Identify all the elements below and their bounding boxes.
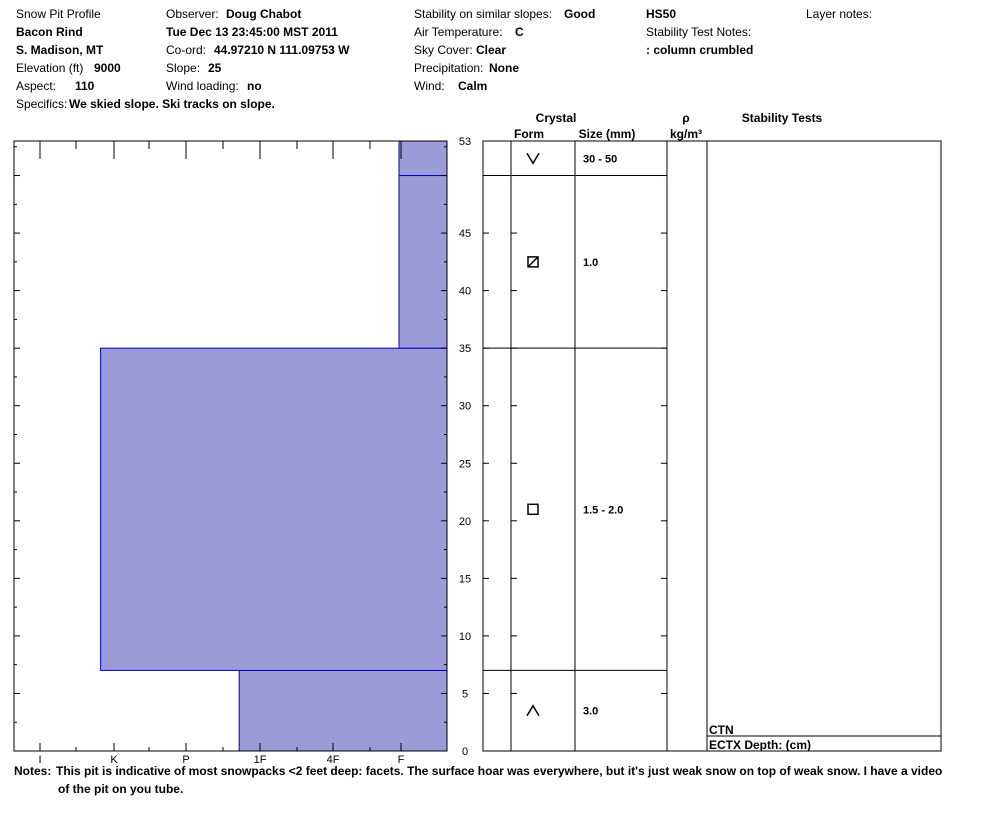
hardness-label-4: 4F [327, 754, 340, 766]
crystal-form-icon-3 [526, 152, 540, 165]
aspect-value: 110 [75, 79, 95, 93]
depth-label-3: 15 [459, 573, 471, 585]
depth-label-1: 5 [462, 688, 468, 700]
sky-cover-value: Clear [476, 43, 507, 57]
stability-notes-label: Stability Test Notes: [646, 25, 752, 39]
crystal-form-icon-2 [527, 256, 539, 268]
hardness-axis: I K P 1F 4F F [38, 141, 405, 766]
observer-label: Observer: [166, 7, 219, 21]
coord-value: 44.97210 N 111.09753 W [214, 43, 350, 57]
crystal-size-2: 1.0 [583, 257, 598, 269]
layer-notes-label: Layer notes: [806, 7, 873, 21]
location: S. Madison, MT [16, 43, 104, 57]
hardness-plot-frame [13, 140, 448, 752]
slope-label: Slope: [166, 61, 201, 75]
hardness-label-2: P [182, 754, 189, 766]
notes-line-2: of the pit on you tube. [58, 782, 184, 796]
notes-line-1: This pit is indicative of most snowpacks… [56, 764, 943, 778]
hs-value: HS50 [646, 7, 677, 21]
hardness-label-5: F [398, 754, 405, 766]
stability-tests-header: Stability Tests [742, 111, 823, 125]
air-temp-value: C [515, 25, 524, 39]
form-header: Form [514, 127, 544, 141]
elevation-value: 9000 [94, 61, 121, 75]
slope-value: 25 [208, 61, 222, 75]
stability-test-ctn: CTN [709, 723, 734, 737]
depth-label-6: 30 [459, 401, 471, 413]
depth-label-8: 40 [459, 286, 471, 298]
specifics-label: Specifics: [16, 97, 68, 111]
hardness-label-0: I [38, 754, 41, 766]
crystal-form-icon-0 [526, 704, 540, 717]
stability-similar-value: Good [564, 7, 596, 21]
crystal-size-0: 3.0 [583, 706, 598, 718]
depth-label-2: 10 [459, 631, 471, 643]
coord-label: Co-ord: [166, 43, 207, 57]
pit-datetime: Tue Dec 13 23:45:00 MST 2011 [166, 25, 338, 39]
precip-value: None [489, 61, 519, 75]
specifics-value: We skied slope. Ski tracks on slope. [69, 97, 275, 111]
crystal-form-icon-1 [527, 503, 539, 516]
stability-test-ectx: ECTX Depth: (cm) [709, 738, 811, 752]
wind-loading-label: Wind loading: [166, 79, 239, 93]
crystal-size-3: 30 - 50 [583, 153, 617, 165]
crystal-header: Crystal [536, 111, 577, 125]
hardness-label-1: K [110, 754, 118, 766]
pit-profile-title: Snow Pit Profile [16, 7, 101, 21]
air-temp-label: Air Temperature: [414, 25, 503, 39]
hardness-layer-0 [238, 669, 448, 752]
pit-name: Bacon Rind [16, 25, 83, 39]
sky-cover-label: Sky Cover: [414, 43, 473, 57]
depth-label-9: 45 [459, 228, 471, 240]
hardness-layers [100, 140, 448, 752]
aspect-label: Aspect: [16, 79, 57, 93]
stability-notes-value: : column crumbled [646, 43, 754, 57]
observer-value: Doug Chabot [226, 7, 302, 21]
depth-label-10: 53 [459, 136, 471, 148]
crystal-size-1: 1.5 - 2.0 [583, 504, 623, 516]
stability-similar-label: Stability on similar slopes: [414, 7, 553, 21]
precip-label: Precipitation: [414, 61, 484, 75]
layer-row-lines [483, 175, 667, 671]
density-unit-header: kg/m³ [670, 127, 702, 141]
notes-label: Notes: [14, 764, 52, 778]
depth-label-4: 20 [459, 516, 471, 528]
crystal-rows: 3.0 1.5 - 2.0 1.0 30 - 50 [526, 152, 623, 718]
crystal-table-frame [482, 140, 942, 752]
wind-label: Wind: [414, 79, 445, 93]
elevation-label: Elevation (ft) [16, 61, 84, 75]
depth-label-7: 35 [459, 343, 471, 355]
hardness-label-3: 1F [254, 754, 267, 766]
hardness-layer-2 [398, 175, 448, 349]
hardness-layer-3 [398, 140, 448, 177]
rho-header: ρ [682, 111, 689, 125]
wind-loading-value: no [247, 79, 262, 93]
depth-label-0: 0 [462, 746, 468, 758]
depth-label-5: 25 [459, 458, 471, 470]
hardness-layer-1 [100, 347, 448, 671]
size-header: Size (mm) [579, 127, 636, 141]
wind-value: Calm [458, 79, 488, 93]
